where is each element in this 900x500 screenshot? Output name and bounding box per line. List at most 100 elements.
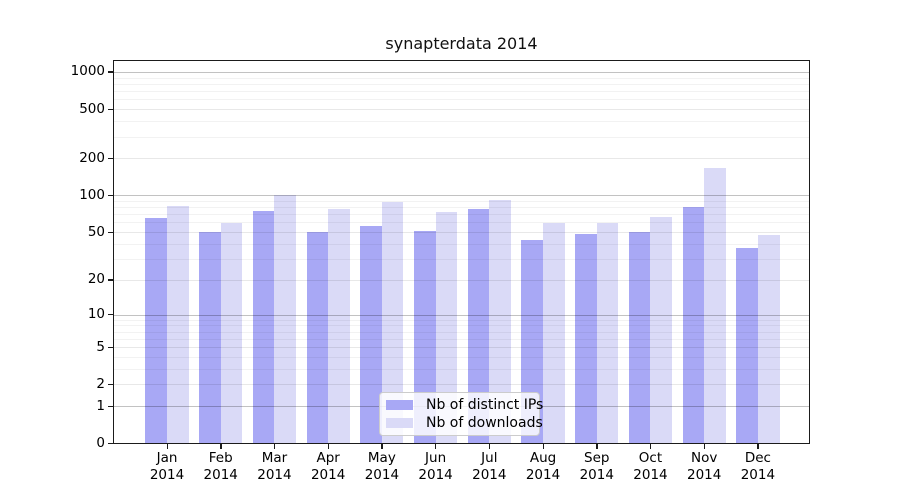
gridline-major — [114, 347, 809, 349]
gridline-minor — [114, 368, 809, 370]
x-tick-label: Mar 2014 — [257, 450, 292, 483]
y-tick-mark — [108, 71, 113, 73]
x-tick-label: Jul 2014 — [472, 450, 507, 483]
legend-item-downloads: Nb of downloads — [386, 415, 543, 431]
gridline-minor — [114, 200, 809, 202]
bar-downloads — [220, 223, 243, 444]
gridline-major — [114, 109, 809, 111]
y-tick-label: 5 — [96, 338, 105, 355]
bar-downloads — [543, 223, 565, 444]
y-tick-mark — [108, 405, 113, 408]
gridline-major — [114, 232, 809, 234]
gridline-minor — [114, 243, 809, 245]
y-tick-label: 2 — [96, 375, 105, 392]
y-tick-mark — [108, 279, 113, 281]
legend-swatch-distinct-ips — [386, 400, 413, 410]
bar-distinct-ips — [575, 234, 597, 444]
bar-distinct-ips — [145, 218, 167, 444]
gridline-major — [114, 384, 809, 386]
gridline-minor — [114, 331, 809, 333]
bar-distinct-ips — [414, 231, 436, 444]
y-tick-label: 1 — [96, 397, 105, 414]
gridline-minor — [114, 121, 809, 123]
gridline-minor — [114, 338, 809, 340]
gridline-minor — [114, 356, 809, 358]
x-tick-label: Aug 2014 — [525, 450, 561, 483]
x-tick-mark — [596, 444, 598, 449]
bar-distinct-ips — [628, 232, 651, 444]
gridline-major — [114, 279, 809, 281]
bar-distinct-ips — [360, 226, 382, 444]
gridline-minor — [114, 319, 809, 321]
bar-distinct-ips — [682, 207, 705, 444]
bar-distinct-ips — [467, 209, 490, 444]
bar-downloads — [381, 202, 404, 444]
legend-label-distinct-ips: Nb of distinct IPs — [426, 397, 544, 413]
legend-swatch-downloads — [386, 418, 413, 428]
bar-downloads — [274, 195, 297, 444]
y-tick-label: 50 — [87, 223, 105, 240]
x-tick-label: May 2014 — [364, 450, 400, 483]
x-tick-mark — [757, 444, 759, 449]
y-tick-mark — [108, 346, 113, 349]
bar-distinct-ips — [199, 232, 221, 444]
bar-downloads — [596, 223, 619, 444]
chart-title: synapterdata 2014 — [385, 34, 538, 53]
y-tick-label: 20 — [87, 271, 105, 288]
x-tick-label: Feb 2014 — [203, 450, 238, 483]
gridline-minor — [114, 91, 809, 93]
gridline-minor — [114, 222, 809, 224]
gridline-decade — [114, 195, 809, 197]
gridline-minor — [114, 83, 809, 85]
y-tick-label: 100 — [79, 186, 105, 203]
legend-item-distinct-ips: Nb of distinct IPs — [386, 397, 543, 413]
y-tick-mark — [108, 157, 113, 160]
y-tick-label: 500 — [79, 100, 105, 117]
bar-downloads — [167, 205, 189, 444]
bar-downloads — [435, 212, 458, 444]
y-tick-mark — [108, 314, 113, 316]
legend: Nb of distinct IPs Nb of downloads — [379, 392, 543, 436]
x-tick-mark — [273, 444, 276, 449]
y-tick-mark — [108, 231, 113, 233]
gridline-major — [114, 158, 809, 160]
x-tick-label: Dec 2014 — [740, 450, 776, 483]
x-tick-mark — [166, 444, 168, 449]
gridline-minor — [114, 258, 809, 260]
x-tick-mark — [381, 444, 383, 449]
y-tick-mark — [108, 383, 113, 386]
bar-downloads — [704, 167, 726, 444]
x-tick-label: Jun 2014 — [418, 450, 453, 483]
gridline-minor — [114, 214, 809, 216]
bar-downloads — [757, 235, 780, 444]
x-tick-mark — [220, 444, 222, 449]
y-tick-label: 10 — [87, 306, 105, 323]
x-tick-label: Apr 2014 — [310, 450, 346, 483]
bar-downloads — [489, 199, 511, 444]
y-tick-label: 0 — [96, 435, 105, 451]
y-tick-mark — [108, 108, 113, 111]
x-tick-mark — [327, 444, 330, 449]
gridline-minor — [114, 325, 809, 327]
gridline-minor — [114, 99, 809, 101]
gridline-minor — [114, 207, 809, 209]
x-tick-label: Oct 2014 — [633, 450, 668, 483]
x-tick-mark — [542, 444, 544, 449]
y-tick-mark — [108, 194, 113, 197]
x-tick-label: Sep 2014 — [579, 450, 614, 483]
gridline-decade — [114, 71, 809, 73]
y-tick-mark — [108, 443, 113, 445]
gridline-decade — [114, 314, 809, 316]
gridline-minor — [114, 136, 809, 138]
x-tick-mark — [435, 444, 437, 449]
y-tick-label: 200 — [79, 149, 105, 166]
x-tick-label: Jan 2014 — [149, 450, 185, 483]
bar-distinct-ips — [252, 211, 275, 444]
legend-label-downloads: Nb of downloads — [426, 415, 543, 431]
x-tick-label: Nov 2014 — [687, 450, 722, 483]
bar-downloads — [650, 217, 673, 444]
x-tick-mark — [649, 444, 652, 449]
x-tick-mark — [488, 444, 491, 449]
y-tick-label: 1000 — [70, 63, 105, 80]
